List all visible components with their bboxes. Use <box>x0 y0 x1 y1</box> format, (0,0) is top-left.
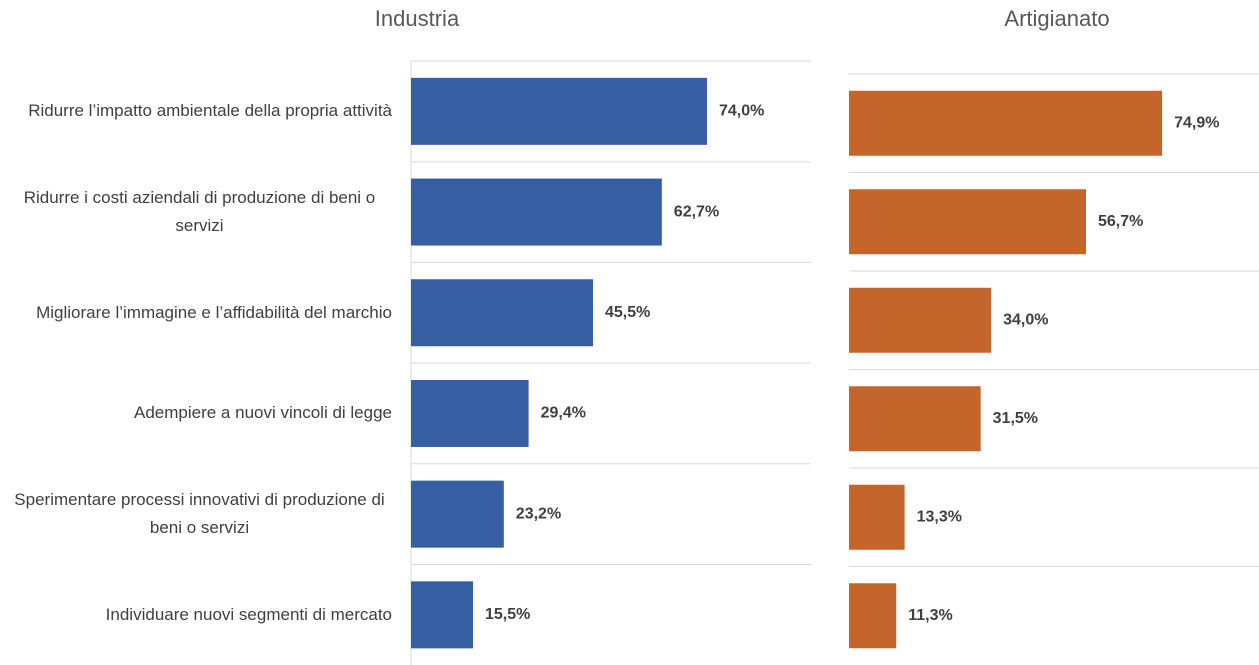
category-label: Ridurre l’impatto ambientale della propr… <box>0 61 392 162</box>
data-label: 74,9% <box>1174 114 1219 131</box>
data-label: 29,4% <box>541 405 586 422</box>
data-label: 15,5% <box>485 606 530 623</box>
bar <box>411 379 529 447</box>
category-label: Sperimentare processi innovativi di prod… <box>0 464 392 565</box>
data-label: 31,5% <box>993 410 1038 427</box>
bar <box>411 279 593 347</box>
chart-title: Industria <box>374 6 460 31</box>
chart-title: Artigianato <box>1004 6 1110 31</box>
category-label: Ridurre i costi aziendali di produzione … <box>0 162 392 263</box>
data-label: 34,0% <box>1003 311 1048 328</box>
category-text: Adempiere a nuovi vincoli di legge <box>134 403 392 423</box>
data-label: 23,2% <box>516 505 561 522</box>
category-text: Ridurre l’impatto ambientale della propr… <box>28 101 392 121</box>
category-text: Ridurre i costi aziendali di produzione … <box>23 188 376 236</box>
bar <box>849 386 981 452</box>
data-label: 13,3% <box>917 508 962 525</box>
data-label: 62,7% <box>674 203 719 220</box>
category-text: Migliorare l’immagine e l’affidabilità d… <box>36 302 392 322</box>
data-label: 45,5% <box>605 304 650 321</box>
data-label: 74,0% <box>719 103 764 120</box>
bar <box>849 583 897 649</box>
category-text: Sperimentare processi innovativi di prod… <box>14 490 385 538</box>
bar <box>849 287 992 353</box>
category-label: Adempiere a nuovi vincoli di legge <box>0 363 392 464</box>
category-label: Individuare nuovi segmenti di mercato <box>0 565 392 665</box>
category-label: Migliorare l’immagine e l’affidabilità d… <box>0 262 392 363</box>
data-label: 56,7% <box>1098 213 1143 230</box>
bar <box>849 189 1087 255</box>
bar <box>411 178 662 246</box>
bar <box>849 90 1163 156</box>
bar <box>411 77 707 145</box>
data-label: 11,3% <box>908 607 952 624</box>
bar <box>411 480 504 548</box>
bar <box>849 484 905 550</box>
bar <box>411 581 473 649</box>
category-text: Individuare nuovi segmenti di mercato <box>105 604 392 624</box>
